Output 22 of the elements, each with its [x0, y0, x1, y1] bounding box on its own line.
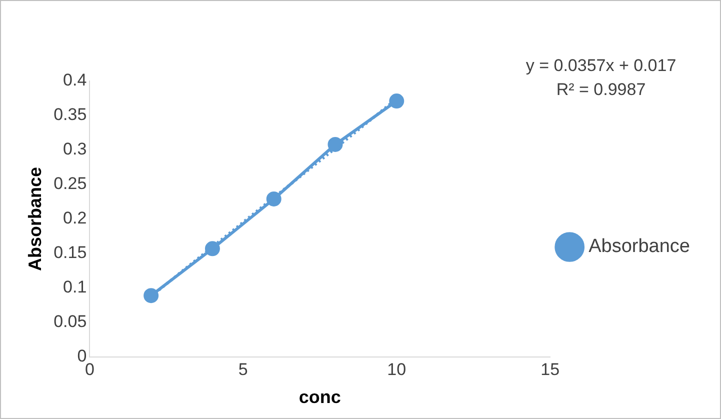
point [328, 136, 343, 152]
point [389, 94, 404, 109]
y-tick-label: 0.3 [63, 140, 87, 159]
x-tick-label: 15 [540, 360, 560, 379]
y-tick-label: 0.35 [54, 105, 87, 124]
point [204, 241, 220, 256]
y-axis-title: Absorbance [24, 166, 45, 272]
y-tick-label: 0.15 [54, 243, 87, 262]
text: R² = 0.9987 [556, 80, 646, 99]
y-tick-label: 0.2 [63, 208, 87, 228]
y-tick-label: 0.05 [54, 312, 87, 332]
point [144, 288, 159, 304]
x-axis-title: conc [298, 387, 341, 408]
legend-label: Absorbance [588, 236, 690, 258]
y-tick-label: 0.1 [63, 278, 87, 297]
x-tick-label: 10 [387, 360, 406, 379]
y-tick-label: 0.25 [54, 174, 87, 194]
point [266, 191, 282, 206]
text: y = 0.0357x + 0.017 [526, 56, 676, 75]
y-tick-label: 0 [77, 346, 87, 366]
x-tick-label: 5 [238, 360, 248, 379]
y-tick-label: 0.4 [63, 70, 87, 90]
